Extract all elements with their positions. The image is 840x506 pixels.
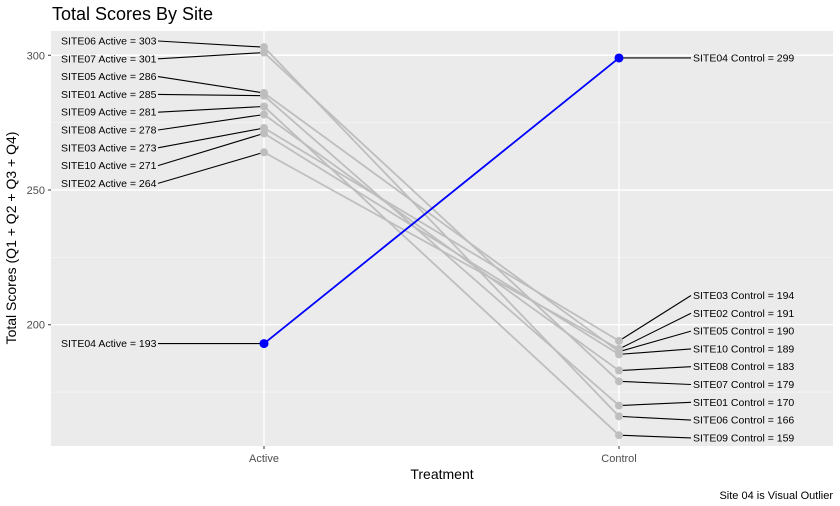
- leader-active-site02: [157, 151, 265, 184]
- point-active-site10: [260, 129, 268, 138]
- point-control-site08: [615, 366, 623, 375]
- label-active-site08: SITE08 Active = 278: [61, 125, 157, 137]
- leader-control-site05: [618, 330, 692, 353]
- leader-active-site07: [157, 52, 265, 60]
- chart-caption: Site 04 is Visual Outlier: [719, 490, 833, 502]
- leader-active-site09: [157, 105, 265, 113]
- label-control-site01: SITE01 Control = 170: [693, 397, 794, 409]
- series-line-site08: [263, 113, 620, 372]
- label-active-site07: SITE07 Active = 301: [61, 53, 157, 65]
- label-control-site03: SITE03 Control = 194: [693, 290, 794, 302]
- leader-control-site03: [618, 295, 692, 342]
- series-line-site03: [263, 127, 620, 342]
- leader-control-site08: [618, 366, 692, 372]
- series-lines: [263, 46, 620, 436]
- leader-active-site03: [157, 127, 265, 149]
- leader-active-site06: [157, 40, 265, 48]
- label-control-site04: SITE04 Control = 299: [693, 52, 794, 64]
- series-line-site06: [263, 46, 620, 417]
- label-control-site06: SITE06 Control = 166: [693, 415, 794, 427]
- point-control-site01: [615, 401, 623, 410]
- chart-title: Total Scores By Site: [52, 4, 213, 24]
- y-tick-label: 200: [27, 320, 45, 332]
- leader-control-site09: [618, 434, 692, 439]
- x-tick-label: Control: [601, 453, 636, 465]
- label-control-site08: SITE08 Control = 183: [693, 361, 794, 373]
- y-axis-title: Total Scores (Q1 + Q2 + Q3 + Q4): [3, 132, 19, 345]
- label-active-site04: SITE04 Active = 193: [61, 338, 157, 350]
- series-line-site02: [263, 151, 620, 350]
- y-tick-label: 300: [27, 50, 45, 62]
- label-active-site02: SITE02 Active = 264: [61, 178, 157, 190]
- plot-panel: [51, 31, 833, 446]
- y-tick-label: 250: [27, 185, 45, 197]
- point-control-site09: [615, 431, 623, 440]
- point-control-site03: [615, 336, 623, 345]
- leader-control-site06: [618, 415, 692, 421]
- label-active-site09: SITE09 Active = 281: [61, 107, 157, 119]
- label-control-site05: SITE05 Control = 190: [693, 326, 794, 338]
- point-control-site06: [615, 412, 623, 421]
- point-active-site05: [260, 88, 268, 97]
- label-control-site09: SITE09 Control = 159: [693, 432, 794, 444]
- label-active-site06: SITE06 Active = 303: [61, 36, 157, 48]
- leader-control-site01: [618, 401, 692, 407]
- grid: [51, 31, 833, 446]
- point-active-site09: [260, 102, 268, 111]
- label-control-site10: SITE10 Control = 189: [693, 343, 794, 355]
- label-active-site03: SITE03 Active = 273: [61, 142, 157, 154]
- leader-control-site02: [618, 312, 692, 350]
- x-axis-title: Treatment: [410, 466, 473, 482]
- point-active-site08: [260, 110, 268, 119]
- label-control-site07: SITE07 Control = 179: [693, 379, 794, 391]
- point-labels: SITE06 Active = 303 SITE07 Active = 301 SI…: [61, 36, 794, 445]
- series-points: [259, 43, 624, 440]
- point-control-site07: [615, 377, 623, 386]
- series-line-site10: [263, 132, 620, 356]
- x-tick-label: Active: [249, 453, 279, 465]
- label-active-site10: SITE10 Active = 271: [61, 160, 157, 172]
- leader-control-site10: [618, 348, 692, 355]
- leader-active-site01: [157, 93, 265, 97]
- y-axis: 200 250 300: [27, 50, 51, 332]
- label-control-site02: SITE02 Control = 191: [693, 308, 794, 320]
- series-line-site07: [263, 51, 620, 382]
- label-active-site05: SITE05 Active = 286: [61, 71, 157, 83]
- point-control-site10: [615, 350, 623, 359]
- point-control-site04: [614, 53, 624, 63]
- x-axis: Active Control: [249, 446, 637, 465]
- leader-active-site10: [157, 132, 265, 167]
- label-leaders: [157, 40, 692, 439]
- point-active-site02: [260, 148, 268, 157]
- point-active-site04: [259, 339, 269, 349]
- series-line-site09: [263, 105, 620, 436]
- leader-active-site05: [157, 76, 265, 94]
- series-line-site04: [263, 57, 620, 345]
- leader-control-site07: [618, 380, 692, 386]
- leader-active-site08: [157, 113, 265, 131]
- label-active-site01: SITE01 Active = 285: [61, 89, 157, 101]
- series-line-site05: [263, 92, 620, 353]
- point-active-site07: [260, 48, 268, 57]
